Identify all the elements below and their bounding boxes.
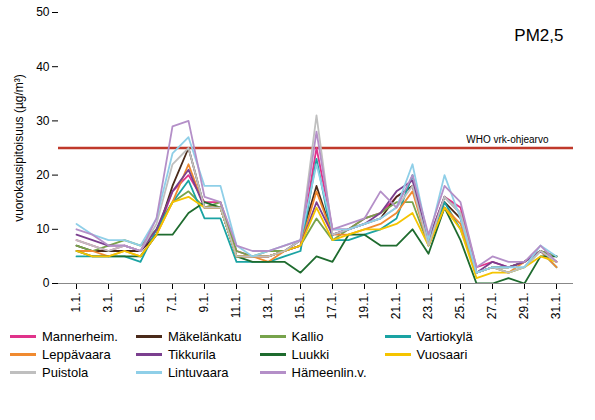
svg-text:0: 0 <box>43 276 50 290</box>
svg-text:1.1.: 1.1. <box>69 293 83 313</box>
html-text:Leppävaara: Leppävaara <box>42 347 111 362</box>
svg-text:40: 40 <box>36 60 50 74</box>
svg-text:23.1.: 23.1. <box>421 293 435 320</box>
svg-text:29.1.: 29.1. <box>517 293 531 320</box>
svg-text:20: 20 <box>36 168 50 182</box>
svg-text:17.1.: 17.1. <box>325 293 339 320</box>
svg-text:21.1.: 21.1. <box>389 293 403 320</box>
svg-text:3.1.: 3.1. <box>101 293 115 313</box>
svg-text:9.1.: 9.1. <box>197 293 211 313</box>
svg-text:19.1.: 19.1. <box>357 293 371 320</box>
svg-text:31.1.: 31.1. <box>549 293 563 320</box>
svg-text:13.1.: 13.1. <box>261 293 275 320</box>
html-text:Hämeenlin.v.: Hämeenlin.v. <box>291 365 367 380</box>
svg-text:11.1.: 11.1. <box>229 293 243 319</box>
html-text:Vuosaari: Vuosaari <box>416 347 468 362</box>
svg-text:5.1.: 5.1. <box>133 293 147 313</box>
html-text:Lintuvaara: Lintuvaara <box>167 365 229 380</box>
html-text:Vartiokylä: Vartiokylä <box>416 329 473 344</box>
html-text:Kallio: Kallio <box>291 329 324 344</box>
svg-text:7.1.: 7.1. <box>165 293 179 313</box>
html-text:Mäkelänkatu: Mäkelänkatu <box>167 329 242 344</box>
html-text:Luukki: Luukki <box>291 347 330 362</box>
svg-text:50: 50 <box>36 5 50 19</box>
svg-text:25.1.: 25.1. <box>453 293 467 320</box>
html-text:Puistola: Puistola <box>42 365 89 380</box>
svg-text:27.1.: 27.1. <box>485 293 499 320</box>
svg-text:vuorokausipitoisuus (µg/m³): vuorokausipitoisuus (µg/m³) <box>12 74 26 222</box>
svg-text:WHO vrk-ohjearvo: WHO vrk-ohjearvo <box>466 134 549 145</box>
svg-text:15.1.: 15.1. <box>293 293 307 320</box>
svg-text:10: 10 <box>36 222 50 236</box>
html-text:Tikkurila: Tikkurila <box>167 347 216 362</box>
html-text:Mannerheim.: Mannerheim. <box>42 329 118 344</box>
svg-text:30: 30 <box>36 114 50 128</box>
svg-text:PM2,5: PM2,5 <box>514 26 563 45</box>
